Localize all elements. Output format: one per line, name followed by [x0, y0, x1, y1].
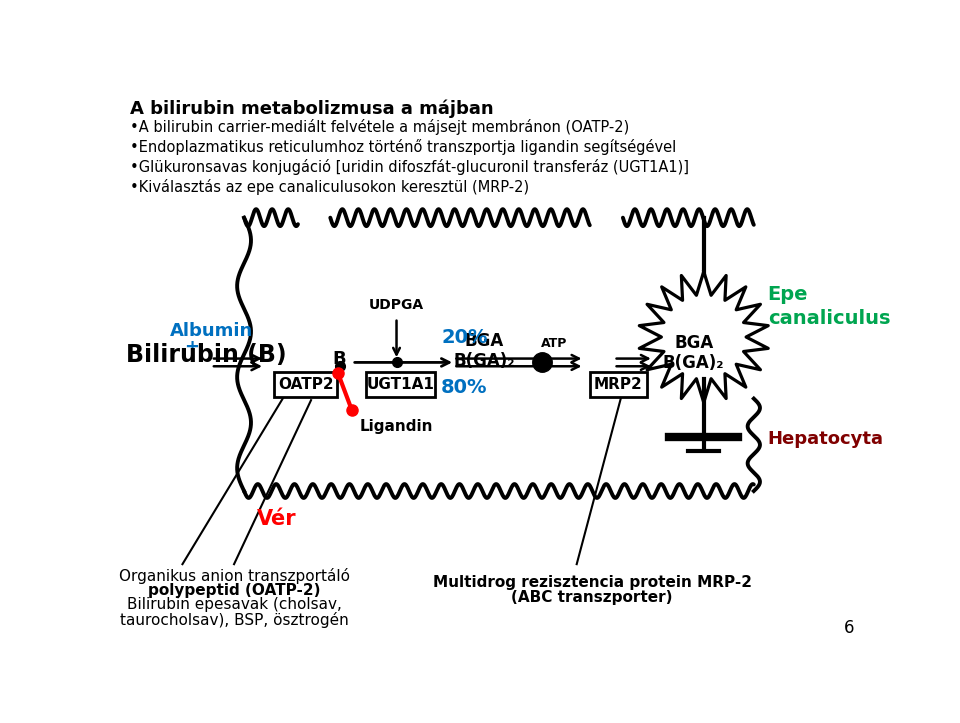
FancyBboxPatch shape — [589, 372, 647, 397]
Text: •Glükuronsavas konjugáció [uridin difoszfát-glucuronil transferáz (UGT1A1)]: •Glükuronsavas konjugáció [uridin difosz… — [131, 159, 689, 175]
Text: (ABC transzporter): (ABC transzporter) — [512, 589, 673, 604]
Text: ATP: ATP — [540, 338, 567, 351]
Text: Epe
canaliculus: Epe canaliculus — [768, 286, 890, 328]
Text: Vér: Vér — [257, 509, 297, 529]
Text: Hepatocyta: Hepatocyta — [768, 430, 883, 448]
Text: Albumin: Albumin — [170, 322, 253, 341]
Text: Bilirubin (B): Bilirubin (B) — [127, 343, 287, 367]
FancyBboxPatch shape — [275, 372, 337, 397]
Text: Bilirubin epesavak (cholsav,: Bilirubin epesavak (cholsav, — [127, 597, 342, 612]
Text: 80%: 80% — [441, 377, 488, 396]
Text: 6: 6 — [844, 620, 853, 637]
Text: •A bilirubin carrier-mediált felvétele a májsejt membránon (OATP-2): •A bilirubin carrier-mediált felvétele a… — [131, 119, 630, 135]
Text: UDPGA: UDPGA — [369, 298, 424, 312]
Text: BGA
B(GA)₂: BGA B(GA)₂ — [453, 332, 516, 370]
Text: Organikus anion transzportáló: Organikus anion transzportáló — [118, 568, 349, 584]
Text: •Endoplazmatikus reticulumhoz történő transzportja ligandin segítségével: •Endoplazmatikus reticulumhoz történő tr… — [131, 139, 677, 155]
Text: MRP2: MRP2 — [594, 377, 642, 393]
Text: 20%: 20% — [441, 328, 488, 347]
Text: taurocholsav), BSP, ösztrogén: taurocholsav), BSP, ösztrogén — [120, 612, 348, 628]
Text: •Kiválasztás az epe canaliculusokon keresztül (MRP-2): •Kiválasztás az epe canaliculusokon kere… — [131, 179, 529, 195]
Text: polypeptid (OATP-2): polypeptid (OATP-2) — [148, 583, 321, 598]
FancyBboxPatch shape — [366, 372, 435, 397]
Text: A bilirubin metabolizmusa a májban: A bilirubin metabolizmusa a májban — [131, 99, 493, 118]
Text: Ligandin: Ligandin — [360, 419, 433, 435]
Text: UGT1A1: UGT1A1 — [367, 377, 434, 393]
Text: Multidrog rezisztencia protein MRP-2: Multidrog rezisztencia protein MRP-2 — [433, 575, 752, 590]
Text: OATP2: OATP2 — [277, 377, 333, 393]
Text: BGA
B(GA)₂: BGA B(GA)₂ — [663, 334, 725, 372]
Polygon shape — [639, 272, 768, 403]
Text: B: B — [333, 349, 347, 367]
Text: +: + — [184, 338, 199, 356]
